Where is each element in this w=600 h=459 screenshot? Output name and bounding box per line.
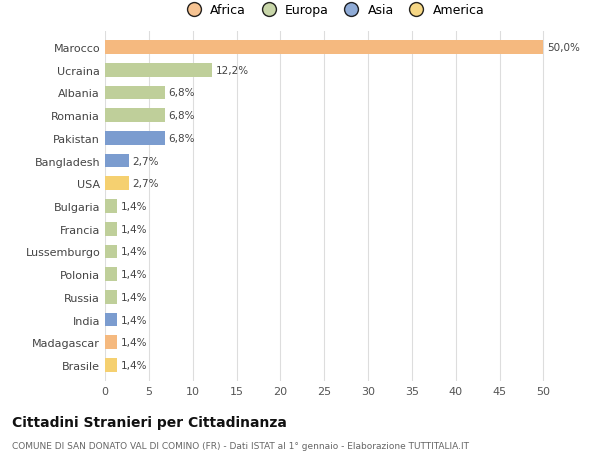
Bar	[105, 109, 164, 123]
Text: 1,4%: 1,4%	[121, 247, 147, 257]
Bar	[105, 358, 117, 372]
Bar	[105, 154, 128, 168]
Text: 6,8%: 6,8%	[168, 111, 194, 121]
Text: Cittadini Stranieri per Cittadinanza: Cittadini Stranieri per Cittadinanza	[12, 415, 287, 429]
Legend: Africa, Europa, Asia, America: Africa, Europa, Asia, America	[176, 0, 490, 22]
Bar	[105, 223, 117, 236]
Text: 1,4%: 1,4%	[121, 360, 147, 370]
Bar	[105, 64, 212, 78]
Bar	[105, 313, 117, 327]
Text: 2,7%: 2,7%	[132, 179, 158, 189]
Bar	[105, 336, 117, 349]
Text: 6,8%: 6,8%	[168, 134, 194, 144]
Text: 12,2%: 12,2%	[215, 66, 248, 76]
Text: 1,4%: 1,4%	[121, 315, 147, 325]
Bar	[105, 245, 117, 259]
Bar	[105, 177, 128, 190]
Text: 1,4%: 1,4%	[121, 337, 147, 347]
Text: 1,4%: 1,4%	[121, 202, 147, 212]
Bar	[105, 132, 164, 146]
Text: 1,4%: 1,4%	[121, 269, 147, 280]
Bar	[105, 291, 117, 304]
Text: 2,7%: 2,7%	[132, 156, 158, 166]
Text: 1,4%: 1,4%	[121, 292, 147, 302]
Bar	[105, 200, 117, 213]
Text: 1,4%: 1,4%	[121, 224, 147, 234]
Text: 50,0%: 50,0%	[547, 43, 580, 53]
Text: COMUNE DI SAN DONATO VAL DI COMINO (FR) - Dati ISTAT al 1° gennaio - Elaborazion: COMUNE DI SAN DONATO VAL DI COMINO (FR) …	[12, 441, 469, 450]
Bar	[105, 41, 544, 55]
Bar	[105, 86, 164, 100]
Bar	[105, 268, 117, 281]
Text: 6,8%: 6,8%	[168, 88, 194, 98]
